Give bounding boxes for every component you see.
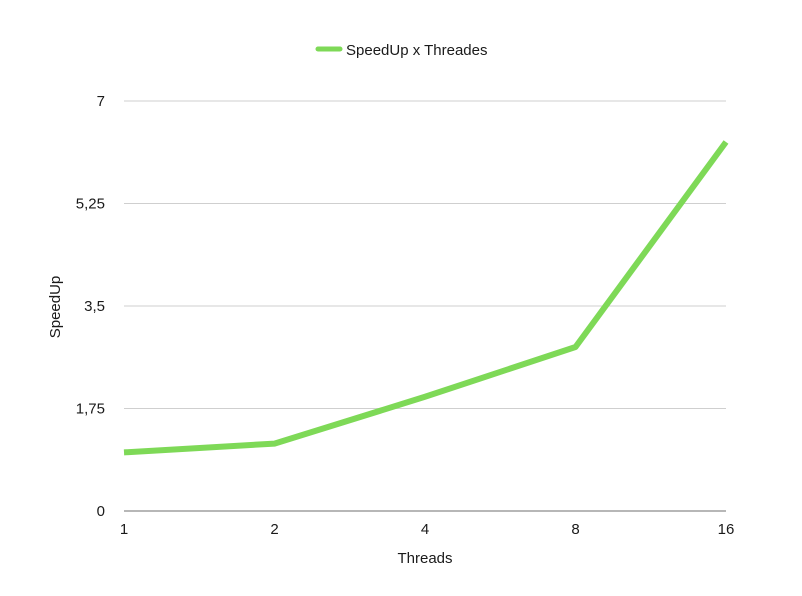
x-tick-label: 2 xyxy=(270,521,278,538)
series-layer xyxy=(123,140,729,456)
x-tick-label: 16 xyxy=(718,521,735,538)
y-axis-title: SpeedUp xyxy=(47,276,64,339)
x-axis-title: Threads xyxy=(397,550,452,567)
legend-label: SpeedUp x Threades xyxy=(346,42,487,59)
x-tick-label: 4 xyxy=(421,521,429,538)
series-line xyxy=(123,140,729,456)
y-tick-label: 5,25 xyxy=(76,196,105,213)
grid-layer xyxy=(124,100,726,409)
legend: SpeedUp x Threades xyxy=(315,42,487,59)
x-tick-label: 1 xyxy=(120,521,128,538)
y-tick-label: 7 xyxy=(97,93,105,110)
axis-layer: 0 1,75 3,5 5,25 7 1 2 4 8 16 xyxy=(76,93,735,538)
y-tick-label: 3,5 xyxy=(84,298,105,315)
y-tick-label: 0 xyxy=(97,503,105,520)
y-tick-label: 1,75 xyxy=(76,401,105,418)
x-tick-label: 8 xyxy=(571,521,579,538)
